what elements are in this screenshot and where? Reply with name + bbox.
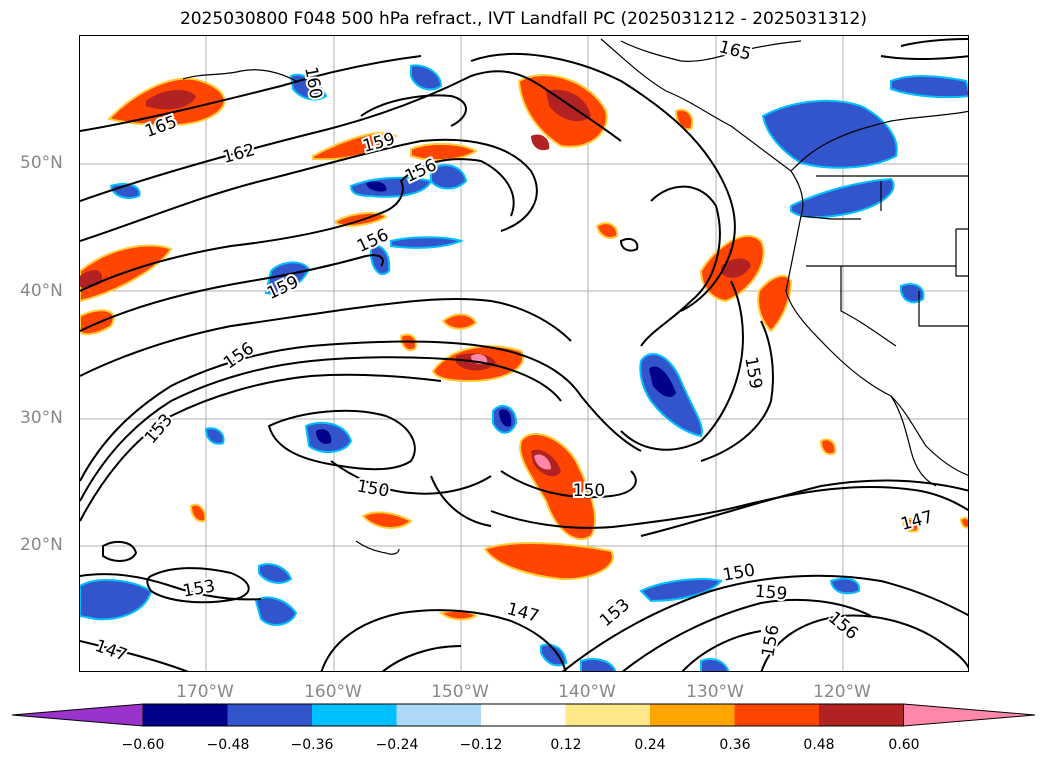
contour-label: 156 — [824, 608, 862, 644]
colorbar-extend-min — [11, 703, 144, 727]
negative-anomaly-patches — [80, 64, 968, 671]
colorbar — [11, 703, 1036, 727]
lat-label-50n: 50°N — [20, 153, 63, 173]
contour-label: 150 — [355, 476, 390, 501]
lat-label-20n: 20°N — [20, 535, 63, 555]
lon-label-120w: 120°W — [813, 682, 871, 702]
contour-label: 153 — [181, 576, 216, 601]
colorbar-segment — [481, 704, 566, 726]
contour-label: 156 — [758, 623, 783, 658]
refractivity-contours — [80, 38, 968, 671]
colorbar-extend-max — [903, 703, 1036, 727]
colorbar-tick: 0.24 — [634, 737, 666, 753]
lon-label-140w: 140°W — [558, 682, 616, 702]
colorbar-segment — [734, 704, 819, 726]
contour-label: 159 — [361, 129, 398, 157]
lat-label-30n: 30°N — [20, 408, 63, 428]
colorbar-segment — [312, 704, 397, 726]
contour-label: 150 — [573, 481, 605, 501]
lat-label-40n: 40°N — [20, 281, 63, 301]
contour-label: 159 — [754, 582, 788, 605]
coastlines — [182, 38, 968, 555]
lon-label-160w: 160°W — [304, 682, 362, 702]
lon-label-130w: 130°W — [686, 682, 744, 702]
colorbar-segments — [11, 703, 1036, 727]
colorbar-tick: 0.60 — [888, 737, 920, 753]
colorbar-tick: 0.12 — [550, 737, 582, 753]
colorbar-outline — [142, 703, 904, 727]
colorbar-tick: 0.48 — [803, 737, 835, 753]
colorbar-segment — [143, 704, 228, 726]
colorbar-segment — [819, 704, 904, 726]
contour-label: 156 — [220, 339, 258, 374]
contour-label: 147 — [899, 507, 936, 535]
colorbar-segment — [650, 704, 735, 726]
contour-label: 147 — [505, 599, 542, 627]
contour-label: 165 — [717, 37, 754, 65]
colorbar-tick: −0.36 — [290, 737, 334, 753]
lon-label-150w: 150°W — [431, 682, 489, 702]
map-title: 2025030800 F048 500 hPa refract., IVT La… — [179, 9, 867, 29]
map-panel: 165 162 159 156 156 159 156 153 150 150 153 147 147 1… — [79, 35, 969, 672]
colorbar-tick: −0.60 — [121, 737, 165, 753]
colorbar-tick: 0.36 — [719, 737, 751, 753]
colorbar-tick: −0.12 — [459, 737, 503, 753]
contour-label: 159 — [740, 355, 765, 390]
colorbar-segment — [565, 704, 650, 726]
lon-label-170w: 170°W — [176, 682, 234, 702]
colorbar-tick: −0.24 — [375, 737, 419, 753]
colorbar-segment — [396, 704, 481, 726]
colorbar-tick: −0.48 — [206, 737, 250, 753]
contour-label: 153 — [596, 595, 634, 631]
contour-label: 147 — [92, 636, 129, 666]
colorbar-segment — [227, 704, 312, 726]
